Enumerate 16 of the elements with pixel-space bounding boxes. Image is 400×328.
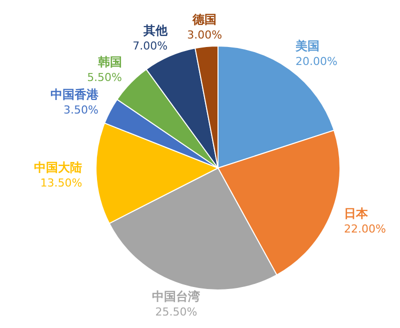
slice-label: 美国: [294, 39, 320, 54]
slice-label: 中国台湾: [152, 290, 200, 304]
data-label: 3.50%: [64, 104, 99, 117]
data-label: 13.50%: [40, 176, 82, 190]
slice-label: 中国大陆: [34, 160, 82, 175]
data-label: 5.50%: [87, 71, 122, 84]
slice-label: 日本: [344, 206, 370, 220]
data-label: 7.00%: [132, 40, 168, 53]
slice-label: 韩国: [97, 55, 122, 70]
data-label: 3.00%: [187, 28, 222, 42]
data-label: 20.00%: [295, 55, 338, 68]
data-label: 25.50%: [155, 306, 198, 319]
slice-label: 德国: [192, 12, 217, 27]
data-label: 22.00%: [344, 222, 386, 236]
slice-label: 其他: [142, 24, 169, 38]
slice-label: 中国香港: [50, 88, 100, 102]
